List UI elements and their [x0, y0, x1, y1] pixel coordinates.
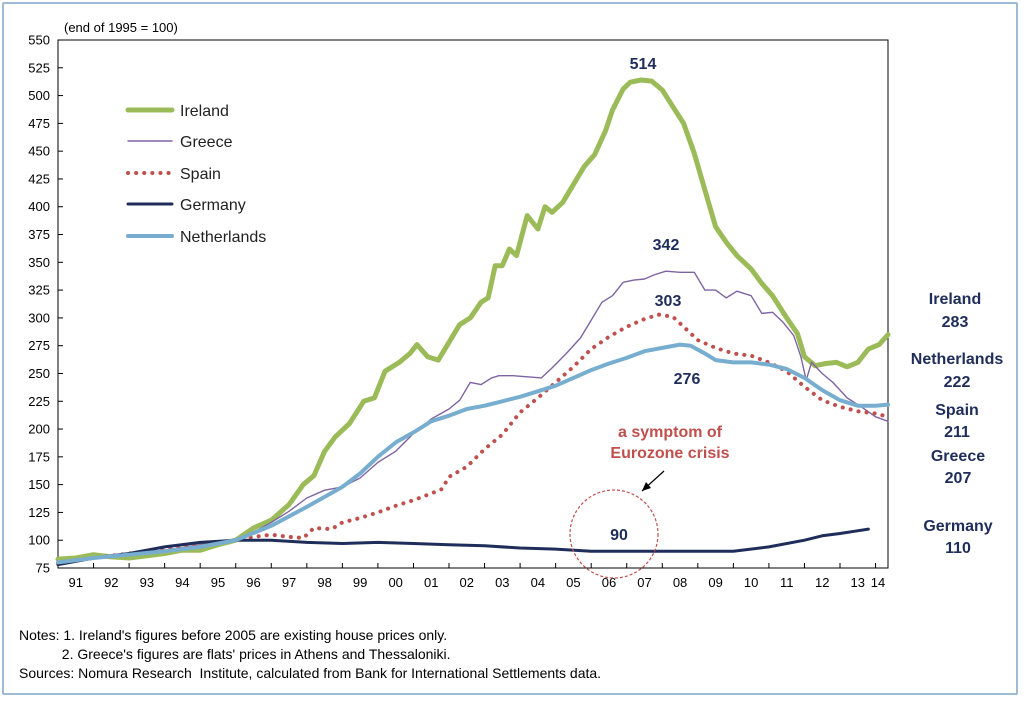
legend-label-greece: Greece [180, 134, 233, 151]
y-tick-label: 75 [36, 561, 50, 576]
y-tick-label: 125 [28, 505, 50, 520]
note-line-3: Sources: Nomura Research Institute, calc… [19, 665, 602, 681]
annotation-peak-ireland: 514 [630, 56, 657, 73]
y-tick-label: 325 [28, 283, 50, 298]
annotation-peak-netherlands: 276 [674, 371, 701, 388]
end-labels: Ireland 283 Netherlands 222 Spain 211 Gr… [911, 291, 1004, 557]
crisis-text-line2: Eurozone crisis [610, 445, 729, 462]
y-tick-label: 300 [28, 310, 50, 325]
legend-label-netherlands: Netherlands [180, 229, 266, 246]
end-label-spain-name: Spain [935, 402, 979, 419]
x-tick-label: 03 [495, 575, 509, 590]
crisis-circle [569, 489, 659, 579]
y-tick-label: 350 [28, 255, 50, 270]
x-tick-label: 94 [175, 575, 189, 590]
annotation-peak-spain: 303 [655, 293, 682, 310]
x-tick-label: 12 [815, 575, 829, 590]
y-axis: 75 100 125 150 175 200 225 250 275 300 325 350 375 40… [28, 33, 63, 576]
y-tick-label: 500 [28, 88, 50, 103]
x-tick-label: 07 [637, 575, 651, 590]
x-tick-label: 08 [673, 575, 687, 590]
y-tick-label: 400 [28, 199, 50, 214]
y-tick-label: 100 [28, 533, 50, 548]
annotation-trough-germany: 90 [610, 527, 628, 544]
chart-notes: Notes: 1. Ireland's figures before 2005 … [19, 626, 601, 683]
end-label-greece-value: 207 [945, 470, 972, 487]
x-tick-label: 98 [317, 575, 331, 590]
x-axis: 91 92 93 94 95 96 97 98 99 00 01 02 03 04 05 06 07 08 09 10… [57, 563, 885, 590]
series-line-spain [56, 312, 890, 566]
x-tick-label: 04 [531, 575, 545, 590]
crisis-arrow-head [642, 482, 651, 491]
y-tick-label: 550 [28, 33, 50, 48]
legend: Ireland Greece Spain Germany Netherlands [125, 103, 266, 246]
end-label-spain-value: 211 [944, 424, 970, 441]
series-line-netherlands [56, 342, 890, 565]
series-line-germany [56, 527, 870, 567]
y-tick-label: 150 [28, 477, 50, 492]
x-tick-label: 02 [460, 575, 474, 590]
x-tick-label: 97 [282, 575, 296, 590]
x-tick-label: 95 [211, 575, 225, 590]
x-tick-label: 14 [871, 575, 885, 590]
note-line-1: Notes: 1. Ireland's figures before 2005 … [19, 627, 448, 643]
series-line-greece [57, 270, 889, 565]
end-label-netherlands-name: Netherlands [911, 351, 1004, 368]
y-tick-label: 175 [28, 449, 50, 464]
legend-label-ireland: Ireland [180, 103, 229, 120]
y-tick-label: 425 [28, 171, 50, 186]
end-label-ireland-name: Ireland [929, 291, 981, 308]
y-tick-label: 525 [28, 60, 50, 75]
legend-label-germany: Germany [180, 197, 246, 214]
annotation-peak-greece: 342 [653, 237, 680, 254]
y-tick-label: 200 [28, 422, 50, 437]
x-tick-label: 11 [780, 575, 794, 590]
x-tick-label: 09 [708, 575, 722, 590]
x-tick-label: 99 [353, 575, 367, 590]
series-line-ireland [55, 77, 891, 562]
x-tick-label: 92 [104, 575, 118, 590]
y-tick-label: 375 [28, 227, 50, 242]
end-label-netherlands-value: 222 [944, 374, 971, 391]
legend-label-spain: Spain [180, 166, 221, 183]
x-tick-label: 93 [140, 575, 154, 590]
x-tick-label: 06 [602, 575, 616, 590]
end-label-ireland-value: 283 [942, 314, 969, 331]
x-tick-label: 13 [851, 575, 865, 590]
y-tick-label: 250 [28, 366, 50, 381]
crisis-text-line1: a symptom of [618, 424, 723, 441]
y-tick-label: 275 [28, 338, 50, 353]
x-tick-label: 01 [424, 575, 438, 590]
y-tick-label: 475 [28, 116, 50, 131]
unit-note: (end of 1995 = 100) [64, 20, 178, 35]
y-tick-label: 450 [28, 144, 50, 159]
end-label-germany-value: 110 [945, 540, 971, 557]
end-label-germany-name: Germany [923, 518, 992, 535]
x-tick-label: 05 [566, 575, 580, 590]
x-tick-label: 91 [69, 575, 83, 590]
x-tick-label: 00 [388, 575, 402, 590]
plot-area-border [57, 39, 889, 569]
note-line-2: 2. Greece's figures are flats' prices in… [19, 646, 451, 662]
y-tick-label: 225 [28, 394, 50, 409]
x-tick-label: 10 [744, 575, 758, 590]
series-lines [55, 77, 891, 567]
x-tick-label: 96 [246, 575, 260, 590]
end-label-greece-name: Greece [931, 448, 985, 465]
